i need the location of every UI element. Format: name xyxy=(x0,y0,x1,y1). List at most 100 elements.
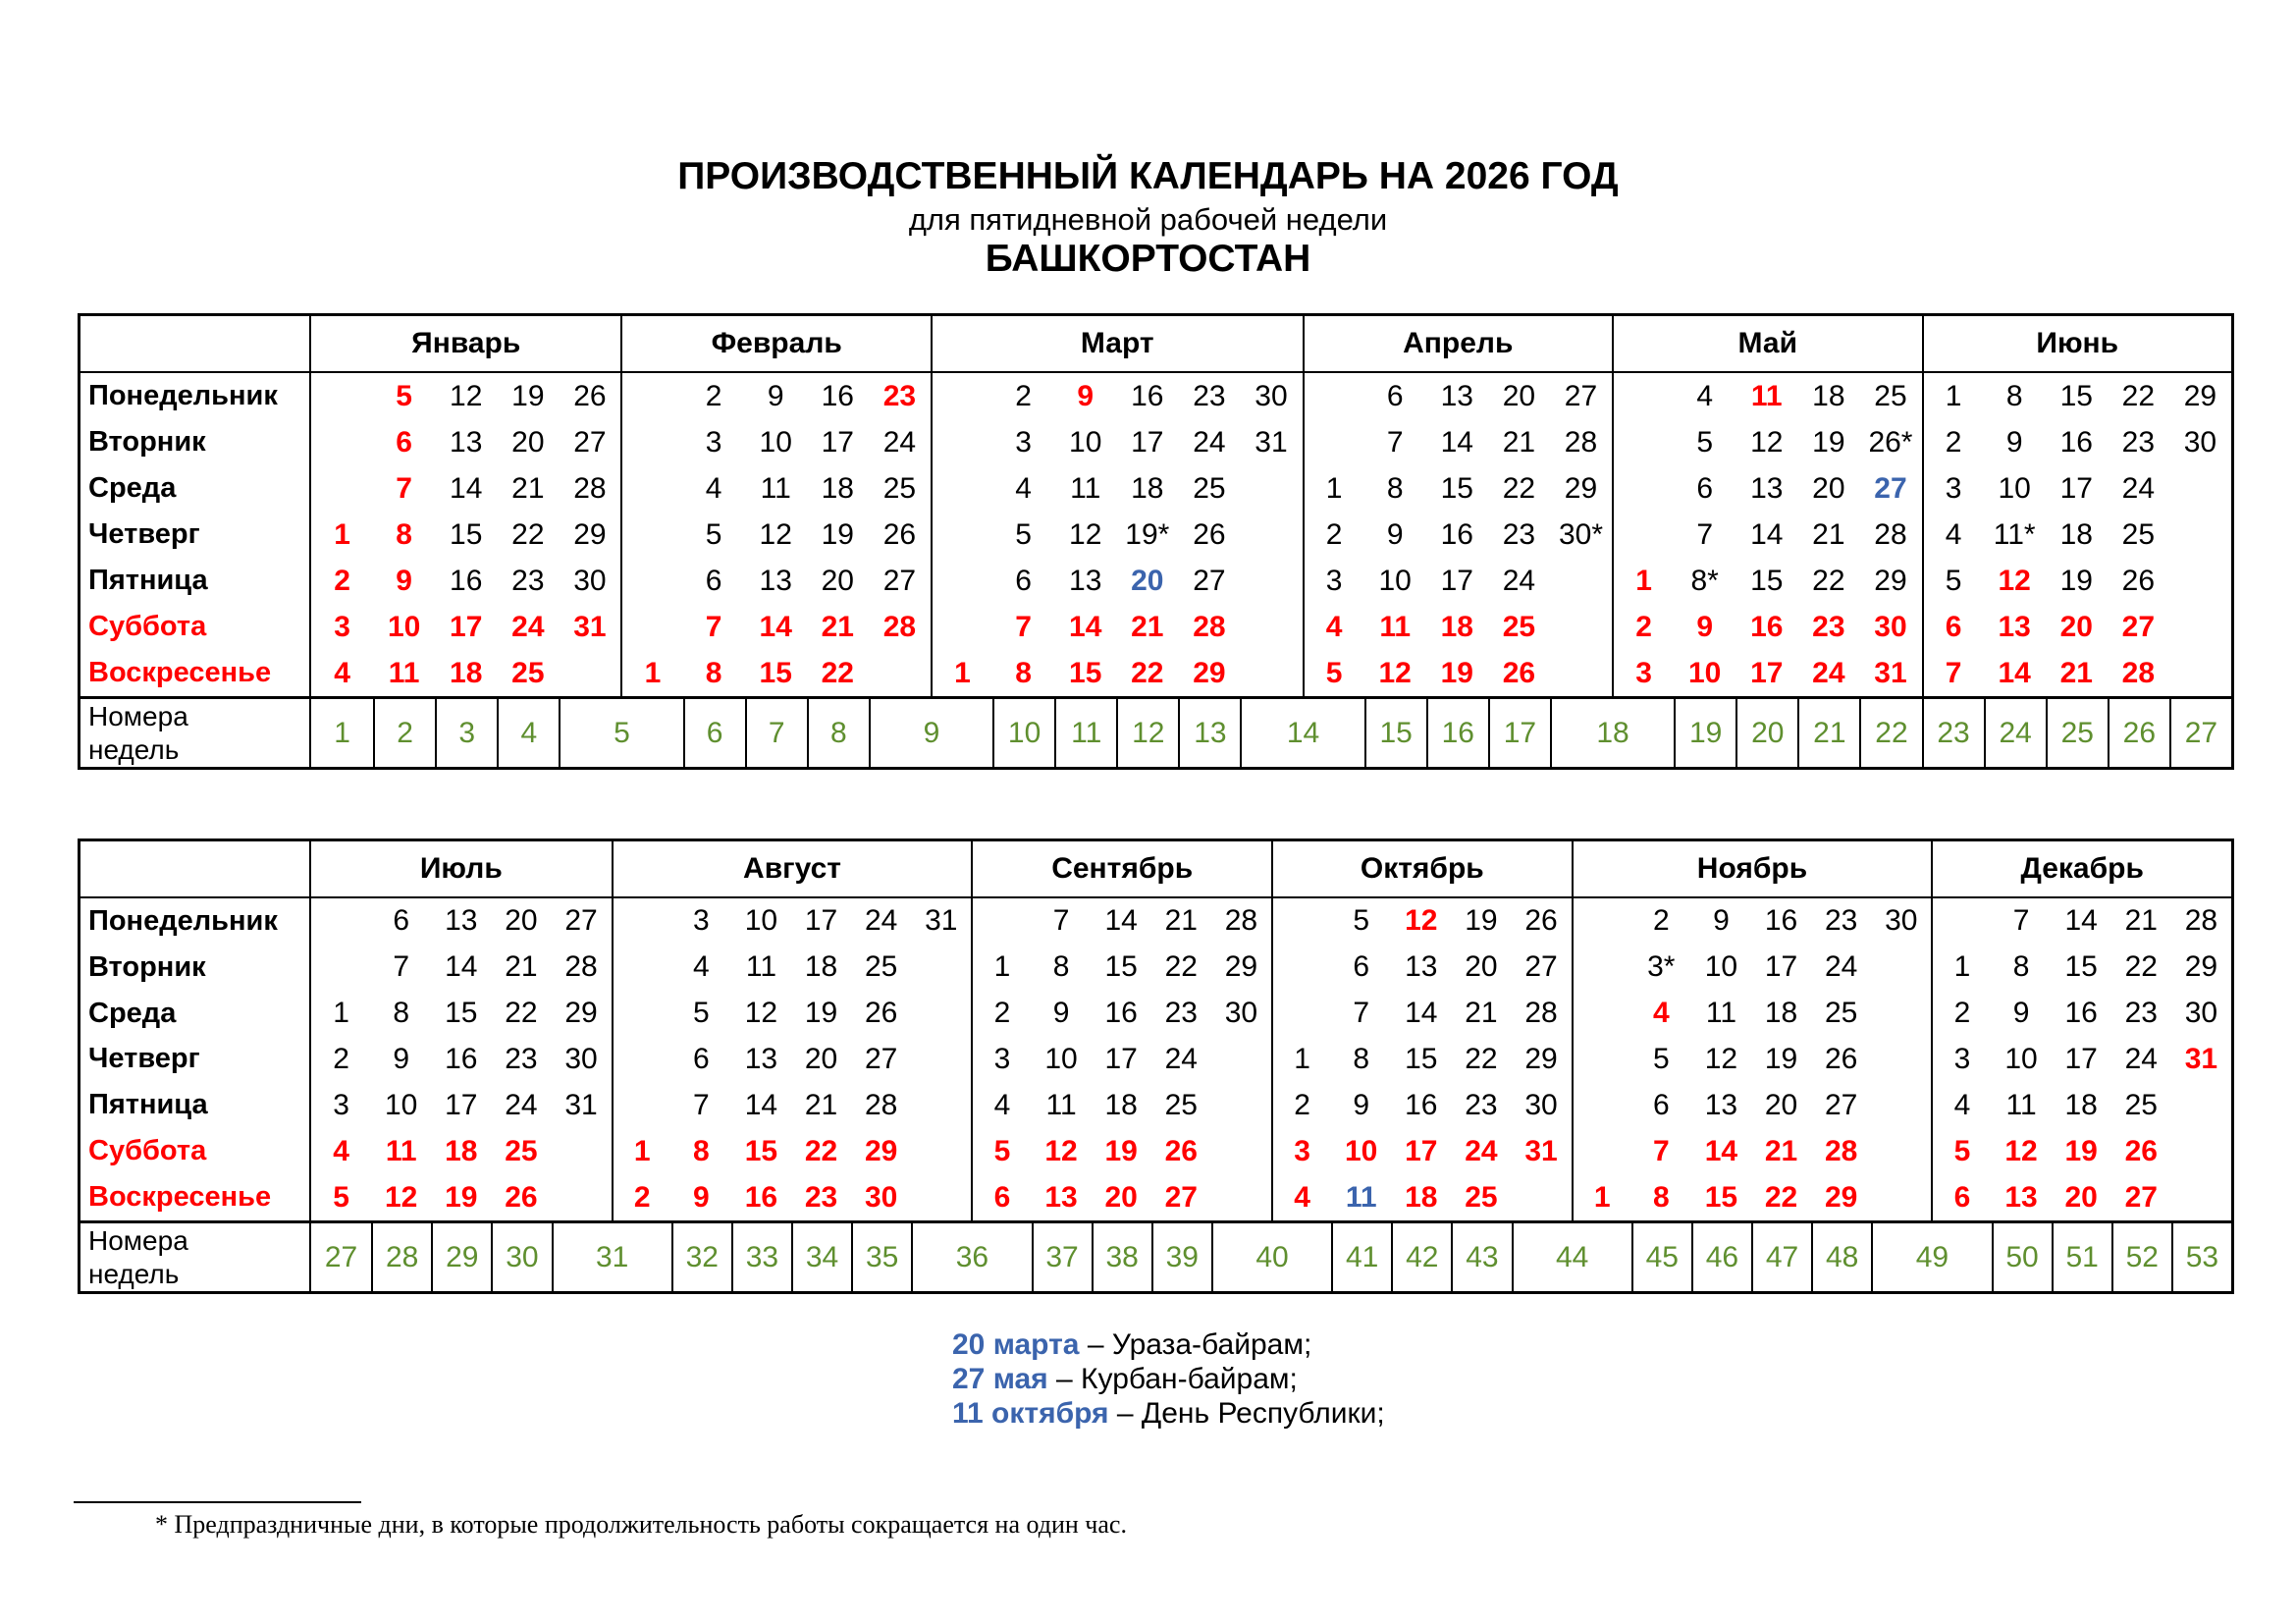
day-cell: 23 xyxy=(1825,904,1858,938)
day-cell: 25 xyxy=(1164,1088,1198,1121)
note-text: – Ураза-байрам; xyxy=(1079,1328,1312,1361)
note-text: – День Республики; xyxy=(1108,1397,1385,1430)
day-cell: 26 xyxy=(882,517,917,551)
day-cell: 3 xyxy=(1612,650,1674,696)
day-cell: 26 xyxy=(2124,1134,2158,1167)
day-cell: 11 xyxy=(760,471,791,505)
day-cell: 12 xyxy=(450,379,483,412)
day-cell: 19 xyxy=(1764,1042,1798,1075)
weekday-label-3: Среда xyxy=(80,465,311,512)
week-number-cell: 31 xyxy=(551,1220,671,1291)
day-cell: 18 xyxy=(804,950,838,984)
day-cell: 8 xyxy=(1353,1042,1370,1075)
day-cell: 10 xyxy=(1998,471,2031,505)
day-cell: 17 xyxy=(804,904,838,938)
day-cell: 3* xyxy=(1647,950,1676,984)
day-cell: 29 xyxy=(573,517,607,551)
day-cell: 22 xyxy=(1764,1180,1798,1214)
day-cell: 11* xyxy=(1993,517,2036,551)
weekday-label-1: Понедельник xyxy=(80,898,311,945)
week-label-line: недель xyxy=(88,733,180,765)
day-cell: 17 xyxy=(1440,564,1473,597)
day-cell: 9 xyxy=(692,1180,710,1214)
empty-day-cell xyxy=(311,898,371,945)
day-cell: 11 xyxy=(1750,379,1783,412)
month-header: Март xyxy=(930,316,1303,373)
empty-day-cell xyxy=(1512,1174,1572,1220)
week-number-cell: 32 xyxy=(670,1220,731,1291)
week-label-line: недель xyxy=(88,1258,180,1289)
empty-day-cell xyxy=(552,1174,612,1220)
month-header: Декабрь xyxy=(1931,841,2231,898)
footnote: * Предпраздничные дни, в которые продолж… xyxy=(155,1510,1127,1539)
day-cell: 4 xyxy=(1271,1174,1331,1220)
day-cell: 20 xyxy=(511,425,545,459)
day-cell: 29 xyxy=(564,997,598,1030)
day-cell: 31 xyxy=(1524,1134,1558,1167)
day-cell: 6 xyxy=(1696,471,1714,505)
day-cell: 16 xyxy=(2064,997,2098,1030)
day-cell: 7 xyxy=(1353,997,1370,1030)
empty-day-cell xyxy=(611,944,671,991)
day-cell: 16 xyxy=(1131,379,1164,412)
day-cell: 6 xyxy=(1015,564,1032,597)
day-cell: 26 xyxy=(865,997,898,1030)
day-cell: 16 xyxy=(1405,1088,1438,1121)
empty-day-cell xyxy=(930,465,992,512)
empty-day-cell xyxy=(2169,650,2231,696)
day-cell: 19 xyxy=(1104,1134,1138,1167)
day-cell: 7 xyxy=(1386,425,1404,459)
day-cell: 21 xyxy=(2059,656,2093,689)
day-cell: 15 xyxy=(2059,379,2093,412)
day-cell: 3 xyxy=(1015,425,1032,459)
day-cell: 16 xyxy=(1764,904,1798,938)
week-number-cell: 14 xyxy=(1240,696,1364,767)
day-cell: 21 xyxy=(505,950,538,984)
day-cell: 28 xyxy=(2184,904,2218,938)
empty-day-cell xyxy=(1302,419,1364,465)
day-cell: 27 xyxy=(2121,610,2156,643)
empty-day-cell xyxy=(911,1037,971,1083)
day-cell: 10 xyxy=(2004,1042,2038,1075)
day-cell: 7 xyxy=(1921,650,1984,696)
day-cell: 18 xyxy=(445,1134,478,1167)
day-cell: 30 xyxy=(865,1180,898,1214)
day-cell: 11 xyxy=(2005,1088,2037,1121)
week-number-cell: 39 xyxy=(1150,1220,1211,1291)
weekday-label-4: Четверг xyxy=(80,512,311,558)
day-cell: 3 xyxy=(1931,1036,1991,1083)
day-cell: 24 xyxy=(1193,425,1226,459)
day-cell: 15 xyxy=(1704,1180,1738,1214)
day-cell: 8 xyxy=(396,517,412,551)
day-cell: 17 xyxy=(445,1088,478,1121)
day-cell: 30 xyxy=(1885,904,1918,938)
day-cell: 13 xyxy=(2004,1180,2038,1214)
empty-day-cell xyxy=(1871,991,1931,1037)
empty-day-cell xyxy=(930,604,992,650)
week-number-cell: 9 xyxy=(868,696,993,767)
day-cell: 18 xyxy=(1405,1180,1438,1214)
day-cell: 18 xyxy=(1812,379,1845,412)
weekday-label-3: Среда xyxy=(80,990,311,1037)
day-cell: 27 xyxy=(2124,1180,2158,1214)
week-number-cell: 48 xyxy=(1811,1220,1872,1291)
day-cell: 13 xyxy=(1750,471,1784,505)
empty-day-cell xyxy=(1612,419,1674,465)
day-cell: 24 xyxy=(882,425,917,459)
empty-day-cell xyxy=(620,465,682,512)
day-cell: 11 xyxy=(1070,471,1101,505)
day-cell: 24 xyxy=(1465,1134,1498,1167)
day-cell: 26 xyxy=(2121,564,2156,597)
day-cell: 8* xyxy=(1690,564,1719,597)
empty-day-cell xyxy=(1240,604,1302,650)
day-cell: 27 xyxy=(1825,1088,1858,1121)
week-number-cell: 33 xyxy=(730,1220,791,1291)
table-corner xyxy=(80,841,311,898)
week-number-cell: 7 xyxy=(744,696,807,767)
empty-day-cell xyxy=(1612,465,1674,512)
day-cell: 28 xyxy=(1524,997,1558,1030)
day-cell: 23 xyxy=(1465,1088,1498,1121)
day-cell: 9 xyxy=(1077,379,1095,412)
day-cell: 13 xyxy=(1405,950,1438,984)
week-number-cell: 12 xyxy=(1116,696,1179,767)
